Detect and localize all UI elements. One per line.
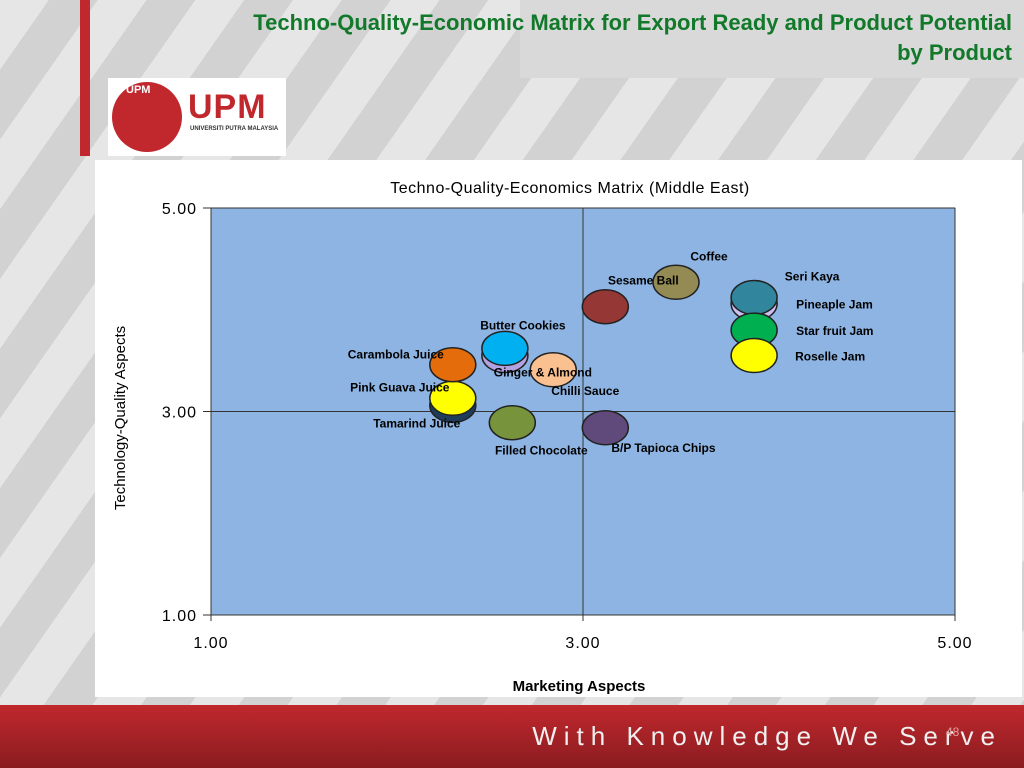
chart-box: Techno-Quality-Economics Matrix (Middle … xyxy=(95,160,1022,697)
point-label: Butter Cookies xyxy=(480,318,566,332)
x-tick-label: 5.00 xyxy=(937,635,972,652)
point-label: Ginger & Almond xyxy=(494,366,592,380)
point-label: Tamarind Juice xyxy=(373,416,460,430)
bubble xyxy=(481,330,529,367)
x-axis-label: Marketing Aspects xyxy=(513,678,646,695)
bubble xyxy=(730,337,778,374)
chart-title: Techno-Quality-Economics Matrix (Middle … xyxy=(390,180,750,197)
point-label: Star fruit Jam xyxy=(796,324,873,338)
logo-emblem-text: UPM xyxy=(126,84,151,96)
logo-subtext: UNIVERSITI PUTRA MALAYSIA xyxy=(190,126,279,132)
bubble xyxy=(652,264,700,301)
point-label: Chilli Sauce xyxy=(551,384,619,398)
y-axis-label: Technology-Quality Aspects xyxy=(112,326,129,510)
x-tick-label: 3.00 xyxy=(565,635,600,652)
footer-motto: With Knowledge We Serve xyxy=(532,721,1002,751)
logo-text: UPM xyxy=(188,88,267,126)
bubble xyxy=(488,404,537,441)
top-band xyxy=(520,0,1024,78)
logo: UPM UPM UNIVERSITI PUTRA MALAYSIA xyxy=(108,78,286,156)
bubble xyxy=(581,410,630,446)
point-label: Pink Guava Juice xyxy=(350,380,450,394)
y-tick-label: 3.00 xyxy=(162,405,197,422)
red-bar xyxy=(80,0,90,156)
y-tick-label: 5.00 xyxy=(162,201,197,218)
slide-title: Techno-Quality-Economic Matrix for Expor… xyxy=(253,10,1012,65)
point-label: Seri Kaya xyxy=(785,270,840,284)
bubble xyxy=(581,288,630,325)
point-label: Roselle Jam xyxy=(795,350,865,364)
bubble xyxy=(529,352,577,388)
bubble xyxy=(429,346,477,383)
point-label: Pineaple Jam xyxy=(796,298,873,312)
point-label: B/P Tapioca Chips xyxy=(611,441,716,455)
x-tick-label: 1.00 xyxy=(193,635,228,652)
logo-emblem: UPM xyxy=(112,82,182,152)
point-label: Sesame Ball xyxy=(608,274,679,288)
point-label: Carambola Juice xyxy=(348,348,444,362)
point-label: Filled Chocolate xyxy=(495,444,588,458)
footer: With Knowledge We Serve 48 xyxy=(0,705,1024,768)
y-tick-label: 1.00 xyxy=(162,608,197,625)
chart: Techno-Quality-Economics Matrix (Middle … xyxy=(112,180,972,695)
page-number: 48 xyxy=(946,725,960,739)
bubble xyxy=(730,279,778,316)
point-label: Coffee xyxy=(690,249,728,263)
